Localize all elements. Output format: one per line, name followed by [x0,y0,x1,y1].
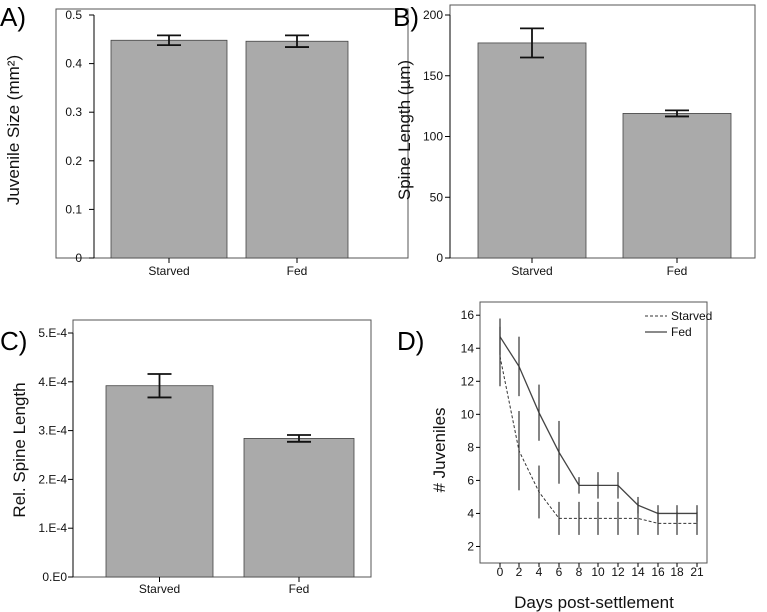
x-tick-label: 2 [516,565,523,579]
legend-label: Fed [671,325,692,339]
bar [105,385,214,578]
y-tick-label: 0.5 [65,8,82,22]
x-tick-label: 8 [576,565,583,579]
y-tick-label: 5.E-4 [38,326,67,340]
y-tick-label: 100 [423,130,443,144]
x-tick-label: 10 [591,565,605,579]
x-tick-label: 14 [631,565,645,579]
y-tick-label: 12 [461,374,475,388]
y-axis-title: Rel. Spine Length [10,382,29,517]
y-tick-label: 200 [423,8,443,22]
bar [110,39,228,259]
y-tick-label: 4.E-4 [38,375,67,389]
y-tick-label: 0 [75,251,82,265]
plot-frame [55,8,409,259]
y-tick-label: 0.E0 [42,570,67,584]
y-tick-label: 8 [467,440,474,454]
y-tick-label: 150 [423,69,443,83]
x-tick-label: 18 [670,565,684,579]
y-tick-label: 50 [430,190,444,204]
y-axis-title: # Juveniles [430,407,449,492]
y-tick-label: 0.1 [65,202,82,216]
x-tick-label: 0 [497,565,504,579]
x-tick-label: 4 [536,565,543,579]
y-tick-label: 10 [461,407,475,421]
plot-frame [479,301,708,564]
bar [477,42,587,259]
x-tick-label: 6 [556,565,563,579]
y-tick-label: 0.4 [65,57,82,71]
panel-letter: A) [0,2,26,32]
legend-label: Starved [671,309,712,323]
y-tick-label: 16 [461,308,475,322]
y-tick-label: 2 [467,539,474,553]
x-category-label: Starved [148,264,189,278]
y-tick-label: 4 [467,506,474,520]
y-tick-label: 6 [467,473,474,487]
x-axis-title: Days post-settlement [514,593,674,612]
y-axis-title: Juvenile Size (mm²) [4,55,23,205]
panel-letter: B) [393,2,419,32]
x-category-label: Starved [511,264,552,278]
y-tick-label: 2.E-4 [38,472,67,486]
x-category-label: Fed [289,582,310,596]
x-tick-label: 21 [690,565,704,579]
x-category-label: Fed [667,264,688,278]
y-tick-label: 0.3 [65,105,82,119]
y-axis-title: Spine Length (µm) [395,60,414,200]
panel-letter: C) [0,326,27,356]
y-tick-label: 0 [436,251,443,265]
y-tick-label: 1.E-4 [38,521,67,535]
x-tick-label: 12 [611,565,625,579]
bar [243,438,355,578]
bar [622,113,732,259]
y-tick-label: 14 [461,341,475,355]
y-tick-label: 3.E-4 [38,424,67,438]
x-tick-label: 16 [651,565,665,579]
y-tick-label: 0.2 [65,154,82,168]
x-category-label: Fed [287,264,308,278]
panel-letter: D) [397,326,424,356]
series-line-starved [499,356,697,524]
x-category-label: Starved [139,582,180,596]
bar [245,40,349,259]
